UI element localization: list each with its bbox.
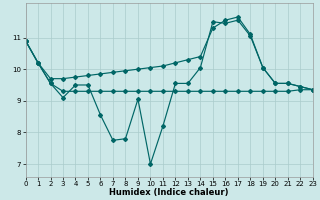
X-axis label: Humidex (Indice chaleur): Humidex (Indice chaleur): [109, 188, 229, 197]
